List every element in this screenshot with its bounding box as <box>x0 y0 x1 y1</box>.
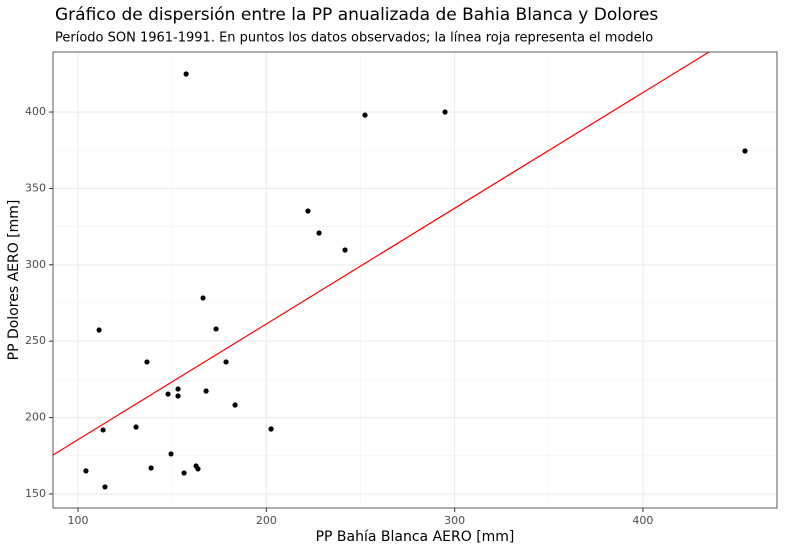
point <box>342 247 348 253</box>
x-tick-label: 400 <box>632 514 653 527</box>
point <box>96 327 102 333</box>
y-tick-label: 400 <box>25 105 46 118</box>
point <box>100 427 106 433</box>
chart-subtitle: Período SON 1961-1991. En puntos los dat… <box>55 31 653 46</box>
point <box>195 466 201 472</box>
point <box>175 393 181 399</box>
point <box>223 359 229 365</box>
point <box>175 386 181 392</box>
x-tick-label: 100 <box>68 514 89 527</box>
fit-line <box>52 51 710 456</box>
point <box>83 468 89 474</box>
x-axis-title: PP Bahía Blanca AERO [mm] <box>316 529 515 545</box>
y-tick-label: 300 <box>25 258 46 271</box>
point <box>181 470 187 476</box>
point <box>200 295 206 301</box>
y-tick-label: 250 <box>25 334 46 347</box>
point <box>442 109 448 115</box>
point <box>232 402 238 408</box>
point <box>305 208 311 214</box>
point <box>183 71 189 77</box>
point <box>168 451 174 457</box>
point <box>362 112 368 118</box>
point <box>203 388 209 394</box>
chart-title: Gráfico de dispersión entre la PP anuali… <box>55 5 658 25</box>
point <box>133 424 139 430</box>
point <box>268 426 274 432</box>
panel-border <box>52 51 778 509</box>
y-tick-label: 350 <box>25 181 46 194</box>
y-tick-label: 200 <box>25 411 46 424</box>
x-tick-label: 300 <box>444 514 465 527</box>
x-tick-label: 200 <box>256 514 277 527</box>
point <box>148 465 154 471</box>
point <box>213 326 219 332</box>
point <box>165 391 171 397</box>
y-axis-title: PP Dolores AERO [mm] <box>6 200 22 361</box>
point <box>102 484 108 490</box>
y-tick-label: 150 <box>25 487 46 500</box>
point <box>144 359 150 365</box>
point <box>742 148 748 154</box>
point <box>316 230 322 236</box>
